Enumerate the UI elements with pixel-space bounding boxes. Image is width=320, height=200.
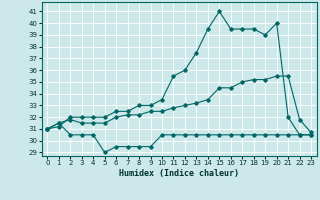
X-axis label: Humidex (Indice chaleur): Humidex (Indice chaleur)	[119, 169, 239, 178]
